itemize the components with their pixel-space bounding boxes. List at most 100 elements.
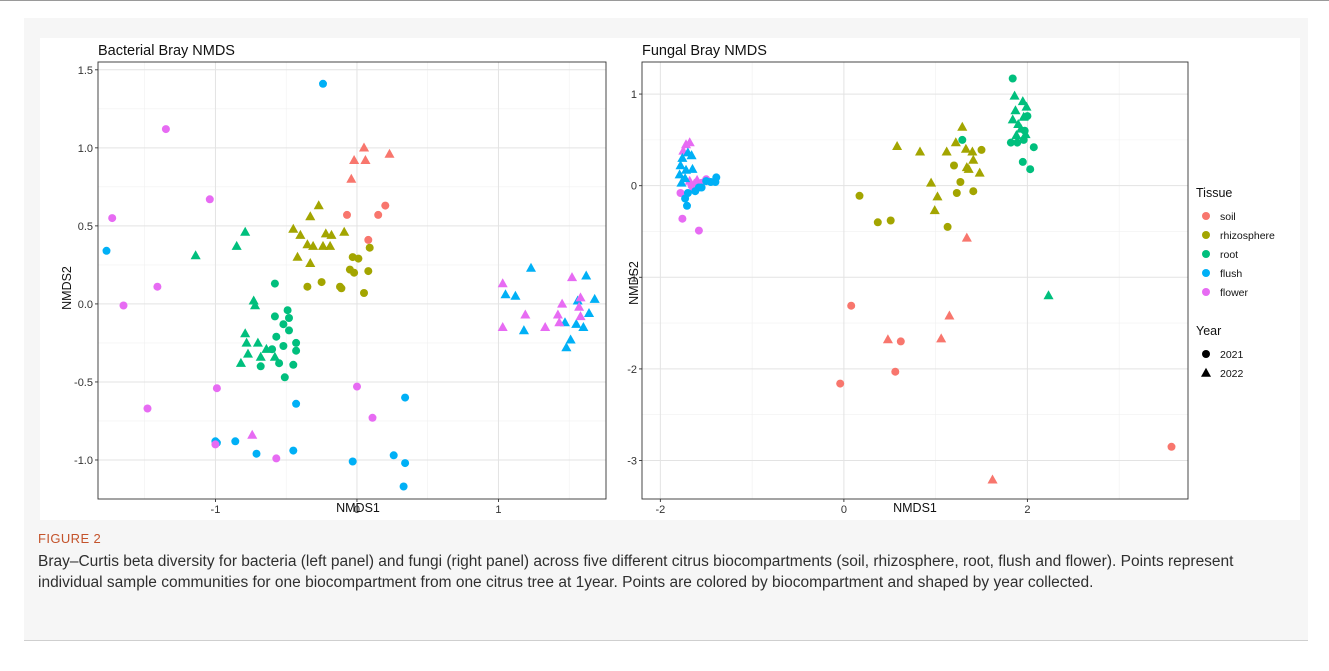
bacterial-point	[381, 201, 390, 210]
bacterial-point	[571, 318, 582, 328]
bacterial-x-axis-title: NMDS1	[336, 501, 380, 515]
bacterial-point	[318, 240, 328, 250]
fungal-x-tick-label: 0	[841, 504, 847, 516]
figure-plots: Bacterial Bray NMDS -1 0 1 -1.0 -0.5 0.0 0.5 1.…	[40, 38, 1300, 520]
bacterial-point	[292, 338, 301, 347]
legend-tissues: soil rhizosphere root flush flower	[1202, 211, 1275, 299]
bacterial-points	[102, 79, 600, 491]
legend-swatch-soil	[1202, 212, 1210, 220]
fungal-point	[687, 163, 698, 173]
bacterial-point	[305, 211, 316, 221]
legend-label-soil: soil	[1220, 211, 1236, 223]
bacterial-point	[255, 351, 266, 361]
bacterial-point	[205, 195, 214, 204]
fungal-panel-bg	[642, 62, 1188, 499]
bacterial-point	[275, 359, 284, 368]
bacterial-point	[270, 312, 279, 321]
fungal-point	[957, 121, 968, 131]
fungal-point	[1008, 74, 1017, 83]
bacterial-point	[313, 200, 324, 210]
fungal-y-tick-label: -2	[627, 364, 637, 376]
fungal-point	[1043, 290, 1054, 300]
fungal-x-tick-label: 2	[1024, 504, 1030, 516]
fungal-point	[676, 189, 685, 197]
legend-label-2021: 2021	[1220, 349, 1244, 361]
legend-label-root: root	[1220, 249, 1238, 261]
legend-year-title: Year	[1196, 324, 1221, 338]
bacterial-y-tick-label: 1.5	[78, 65, 93, 77]
fungal-point	[968, 154, 979, 164]
fungal-point	[711, 178, 720, 186]
legend-swatch-rhizosphere	[1202, 231, 1210, 239]
bacterial-point	[325, 240, 336, 250]
bacterial-point	[575, 311, 586, 321]
fungal-point	[678, 214, 687, 223]
bacterial-point	[500, 289, 511, 299]
fungal-point	[675, 160, 686, 170]
bacterial-point	[292, 399, 301, 408]
fungal-point	[1009, 90, 1020, 100]
top-rule	[0, 0, 1329, 1]
bacterial-point	[292, 346, 301, 355]
bacterial-y-axis-title: NMDS2	[60, 266, 74, 310]
bacterial-point	[319, 79, 327, 88]
fungal-point	[681, 194, 690, 203]
bacterial-point	[557, 298, 568, 308]
bacterial-point	[384, 148, 395, 158]
bacterial-point	[252, 337, 263, 347]
bacterial-point	[567, 272, 578, 282]
fungal-y-tick-label: -3	[627, 456, 637, 468]
legend-swatch-flower	[1202, 288, 1210, 296]
bacterial-point	[359, 142, 370, 152]
bacterial-point	[108, 214, 117, 223]
bacterial-point	[348, 253, 357, 262]
bacterial-point	[364, 267, 373, 276]
bacterial-x-tick-label: 0	[354, 504, 360, 516]
bacterial-point	[231, 240, 242, 250]
chart-area: Bacterial Bray NMDS -1 0 1 -1.0 -0.5 0.0 0.5 1.…	[40, 38, 1300, 520]
fungal-y-tick-label: 0	[631, 181, 637, 193]
bacterial-point	[279, 320, 288, 329]
fungal-panel-title: Fungal Bray NMDS	[642, 43, 767, 59]
legend-label-rhizosphere: rhizosphere	[1220, 230, 1275, 242]
bacterial-point	[518, 325, 529, 335]
bacterial-point	[574, 301, 585, 311]
fungal-point	[926, 177, 937, 187]
bacterial-point	[554, 317, 565, 327]
bacterial-point	[270, 279, 279, 288]
bacterial-panel-bg	[98, 62, 606, 499]
fungal-point	[677, 152, 688, 162]
bacterial-point	[526, 262, 536, 272]
bacterial-point	[289, 446, 298, 455]
fungal-ticks: -2 0 2 -3 -2 -1 0 1	[627, 89, 1030, 516]
fungal-point	[943, 222, 952, 231]
fungal-point	[1026, 165, 1035, 174]
fungal-point	[956, 178, 965, 186]
bacterial-point	[269, 351, 280, 361]
fungal-point	[1018, 157, 1027, 166]
figure-label: FIGURE 2	[38, 531, 102, 546]
fungal-point	[684, 137, 695, 147]
fungal-point	[855, 191, 864, 200]
bacterial-plot-frame	[97, 61, 607, 500]
fungal-point	[936, 333, 947, 343]
fungal-point	[683, 201, 691, 210]
bacterial-point	[231, 437, 240, 446]
fungal-point	[1016, 123, 1026, 133]
bacterial-point	[161, 125, 170, 134]
fungal-point	[929, 205, 940, 215]
bacterial-point	[389, 451, 398, 460]
bacterial-point	[326, 229, 337, 239]
fungal-point	[882, 334, 893, 344]
fungal-grid	[642, 62, 1188, 499]
bacterial-point	[317, 278, 326, 287]
legend-years: 2021 2022	[1201, 349, 1244, 380]
fungal-plot-frame	[641, 61, 1189, 500]
legend-shape-2021	[1202, 350, 1210, 358]
bacterial-point	[119, 301, 128, 310]
fungal-point	[1006, 138, 1015, 147]
fungal-point	[958, 135, 967, 144]
fungal-point	[873, 218, 882, 227]
bacterial-point	[295, 229, 306, 239]
bacterial-y-tick-label: 1.0	[78, 143, 93, 155]
